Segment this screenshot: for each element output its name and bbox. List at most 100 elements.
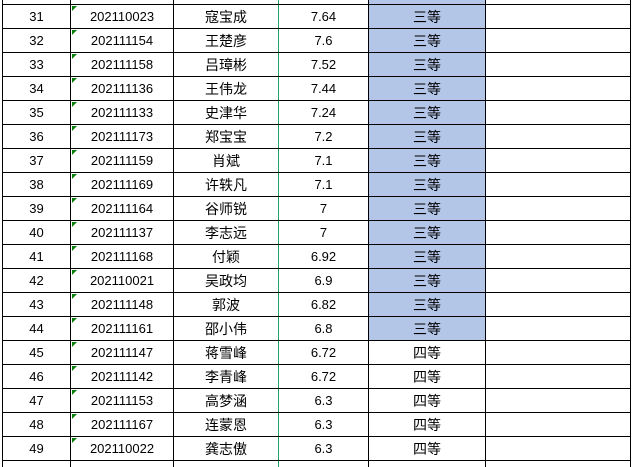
score-cell[interactable]: 6.3 <box>279 389 369 412</box>
student-id-cell[interactable]: 202111154 <box>71 29 174 52</box>
student-id-cell[interactable]: 202111158 <box>71 53 174 76</box>
empty-cell[interactable] <box>486 125 631 148</box>
name-cell[interactable]: 蒋雪峰 <box>174 341 279 364</box>
score-cell[interactable]: 6.92 <box>279 245 369 268</box>
rank-cell[interactable]: 47 <box>3 389 71 412</box>
student-id-cell[interactable]: 202111167 <box>71 413 174 436</box>
student-id-cell[interactable] <box>71 461 174 467</box>
student-id-cell[interactable] <box>71 0 174 4</box>
empty-cell[interactable] <box>486 269 631 292</box>
score-cell[interactable] <box>279 461 369 467</box>
score-cell[interactable]: 6.3 <box>279 413 369 436</box>
grade-cell[interactable]: 三等 <box>369 29 486 52</box>
name-cell[interactable]: 王楚彦 <box>174 29 279 52</box>
grade-cell[interactable]: 三等 <box>369 149 486 172</box>
score-cell[interactable]: 7.6 <box>279 29 369 52</box>
name-cell[interactable]: 谷师锐 <box>174 197 279 220</box>
grade-cell[interactable]: 三等 <box>369 101 486 124</box>
grade-cell[interactable]: 三等 <box>369 293 486 316</box>
name-cell[interactable]: 郑宝宝 <box>174 125 279 148</box>
name-cell[interactable] <box>174 0 279 4</box>
student-id-cell[interactable]: 202111159 <box>71 149 174 172</box>
grade-cell[interactable] <box>369 461 486 467</box>
rank-cell[interactable]: 38 <box>3 173 71 196</box>
student-id-cell[interactable]: 202110021 <box>71 269 174 292</box>
empty-cell[interactable] <box>486 197 631 220</box>
score-cell[interactable]: 7.64 <box>279 5 369 28</box>
score-cell[interactable]: 7 <box>279 221 369 244</box>
grade-cell[interactable]: 三等 <box>369 173 486 196</box>
student-id-cell[interactable]: 202110023 <box>71 5 174 28</box>
empty-cell[interactable] <box>486 365 631 388</box>
empty-cell[interactable] <box>486 461 631 467</box>
grade-cell[interactable]: 三等 <box>369 5 486 28</box>
name-cell[interactable]: 郭波 <box>174 293 279 316</box>
rank-cell[interactable]: 42 <box>3 269 71 292</box>
empty-cell[interactable] <box>486 245 631 268</box>
rank-cell[interactable]: 33 <box>3 53 71 76</box>
score-cell[interactable] <box>279 0 369 4</box>
rank-cell[interactable]: 39 <box>3 197 71 220</box>
score-cell[interactable]: 6.9 <box>279 269 369 292</box>
rank-cell[interactable]: 45 <box>3 341 71 364</box>
empty-cell[interactable] <box>486 149 631 172</box>
rank-cell[interactable]: 34 <box>3 77 71 100</box>
rank-cell[interactable]: 40 <box>3 221 71 244</box>
name-cell[interactable]: 高梦涵 <box>174 389 279 412</box>
rank-cell[interactable]: 36 <box>3 125 71 148</box>
rank-cell[interactable]: 35 <box>3 101 71 124</box>
empty-cell[interactable] <box>486 221 631 244</box>
name-cell[interactable]: 李青峰 <box>174 365 279 388</box>
empty-cell[interactable] <box>486 77 631 100</box>
student-id-cell[interactable]: 202111142 <box>71 365 174 388</box>
score-cell[interactable]: 6.72 <box>279 341 369 364</box>
score-cell[interactable]: 7.1 <box>279 173 369 196</box>
score-cell[interactable]: 6.8 <box>279 317 369 340</box>
student-id-cell[interactable]: 202111147 <box>71 341 174 364</box>
empty-cell[interactable] <box>486 101 631 124</box>
grade-cell[interactable]: 四等 <box>369 365 486 388</box>
score-cell[interactable]: 6.3 <box>279 437 369 460</box>
student-id-cell[interactable]: 202111148 <box>71 293 174 316</box>
rank-cell[interactable]: 48 <box>3 413 71 436</box>
score-cell[interactable]: 6.72 <box>279 365 369 388</box>
rank-cell[interactable]: 49 <box>3 437 71 460</box>
rank-cell[interactable]: 31 <box>3 5 71 28</box>
grade-cell[interactable]: 三等 <box>369 77 486 100</box>
empty-cell[interactable] <box>486 413 631 436</box>
name-cell[interactable]: 李志远 <box>174 221 279 244</box>
grade-cell[interactable]: 三等 <box>369 317 486 340</box>
name-cell[interactable]: 连蒙恩 <box>174 413 279 436</box>
grade-cell[interactable] <box>369 0 486 4</box>
name-cell[interactable]: 史津华 <box>174 101 279 124</box>
empty-cell[interactable] <box>486 293 631 316</box>
empty-cell[interactable] <box>486 0 631 4</box>
student-id-cell[interactable]: 202111164 <box>71 197 174 220</box>
name-cell[interactable]: 邵小伟 <box>174 317 279 340</box>
student-id-cell[interactable]: 202111161 <box>71 317 174 340</box>
score-cell[interactable]: 7.52 <box>279 53 369 76</box>
name-cell[interactable]: 龚志傲 <box>174 437 279 460</box>
student-id-cell[interactable]: 202110022 <box>71 437 174 460</box>
empty-cell[interactable] <box>486 173 631 196</box>
score-cell[interactable]: 7.44 <box>279 77 369 100</box>
grade-cell[interactable]: 四等 <box>369 437 486 460</box>
rank-cell[interactable]: 43 <box>3 293 71 316</box>
rank-cell[interactable]: 32 <box>3 29 71 52</box>
name-cell[interactable]: 寇宝成 <box>174 5 279 28</box>
grade-cell[interactable]: 三等 <box>369 125 486 148</box>
empty-cell[interactable] <box>486 341 631 364</box>
grade-cell[interactable]: 四等 <box>369 413 486 436</box>
name-cell[interactable]: 王伟龙 <box>174 77 279 100</box>
name-cell[interactable]: 肖斌 <box>174 149 279 172</box>
name-cell[interactable]: 许轶凡 <box>174 173 279 196</box>
empty-cell[interactable] <box>486 317 631 340</box>
name-cell[interactable] <box>174 461 279 467</box>
empty-cell[interactable] <box>486 29 631 52</box>
grade-cell[interactable]: 三等 <box>369 245 486 268</box>
grade-cell[interactable]: 三等 <box>369 221 486 244</box>
empty-cell[interactable] <box>486 5 631 28</box>
empty-cell[interactable] <box>486 437 631 460</box>
score-cell[interactable]: 7.1 <box>279 149 369 172</box>
student-id-cell[interactable]: 202111168 <box>71 245 174 268</box>
